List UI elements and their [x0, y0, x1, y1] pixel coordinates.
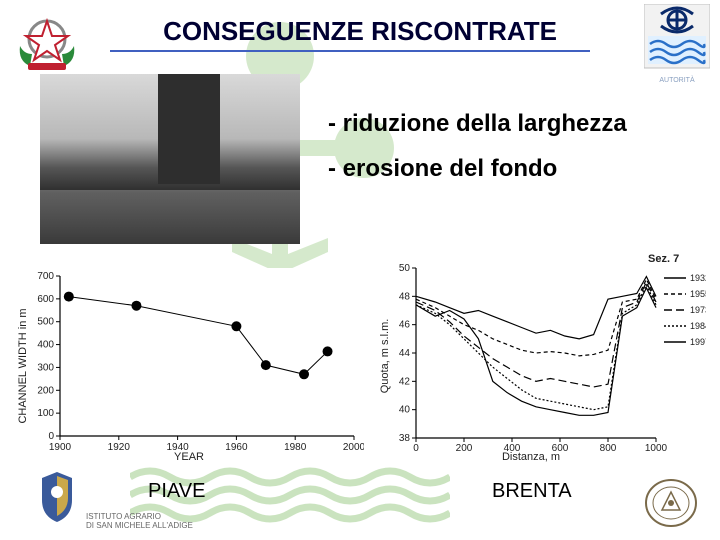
svg-text:800: 800 — [600, 443, 617, 454]
x-axis-label-right: Distanza, m — [502, 451, 560, 463]
svg-text:600: 600 — [37, 294, 54, 305]
svg-text:1000: 1000 — [645, 443, 668, 454]
bullet-item: - riduzione della larghezza — [328, 108, 627, 139]
water-agency-logo-icon: AUTORITÀ — [644, 4, 710, 90]
bullet-list: - riduzione della larghezza - erosione d… — [328, 108, 627, 198]
svg-text:48: 48 — [399, 291, 411, 302]
svg-text:200: 200 — [37, 385, 54, 396]
university-seal-icon — [644, 478, 698, 528]
svg-text:44: 44 — [399, 348, 411, 359]
svg-text:42: 42 — [399, 376, 411, 387]
bullet-item: - erosione del fondo — [328, 153, 627, 184]
y-axis-label: CHANNEL WIDTH in m — [17, 308, 29, 423]
svg-text:2000: 2000 — [343, 442, 364, 453]
section-label: Sez. 7 — [648, 253, 679, 265]
svg-text:300: 300 — [37, 362, 54, 373]
svg-text:0: 0 — [48, 431, 54, 442]
svg-text:1932: 1932 — [690, 273, 706, 283]
y-axis-label-right: Quota, m s.l.m. — [379, 319, 391, 394]
piave-channel-width-chart: 1900192019401960198020000100200300400500… — [14, 268, 364, 464]
chart-caption-right: BRENTA — [492, 480, 572, 503]
svg-text:1984: 1984 — [690, 321, 706, 331]
svg-text:1920: 1920 — [108, 442, 131, 453]
fondazione-mach-logo-icon — [32, 470, 82, 524]
title-underline — [110, 50, 590, 52]
svg-text:1900: 1900 — [49, 442, 72, 453]
svg-text:400: 400 — [37, 340, 54, 351]
svg-text:700: 700 — [37, 271, 54, 282]
svg-text:1973: 1973 — [690, 305, 706, 315]
svg-text:50: 50 — [399, 263, 411, 274]
svg-text:200: 200 — [456, 443, 473, 454]
svg-text:500: 500 — [37, 317, 54, 328]
brenta-crosssection-chart: Sez. 7 0200400600800100038404244464850 D… — [376, 248, 706, 464]
svg-text:38: 38 — [399, 433, 411, 444]
svg-text:100: 100 — [37, 408, 54, 419]
svg-text:1960: 1960 — [225, 442, 248, 453]
svg-text:AUTORITÀ: AUTORITÀ — [659, 75, 695, 84]
svg-text:0: 0 — [413, 443, 419, 454]
footer-institute-text: ISTITUTO AGRARIODI SAN MICHELE ALL'ADIGE — [86, 512, 193, 530]
bridge-pillar-photo — [40, 74, 300, 244]
italian-emblem-icon — [14, 6, 80, 72]
chart-caption-left: PIAVE — [148, 480, 205, 503]
x-axis-label: YEAR — [174, 451, 204, 463]
slide-title: CONSEGUENZE RISCONTRATE — [0, 16, 720, 47]
svg-text:40: 40 — [399, 405, 411, 416]
svg-text:1980: 1980 — [284, 442, 307, 453]
svg-text:1955: 1955 — [690, 289, 706, 299]
svg-text:1997: 1997 — [690, 337, 706, 347]
svg-text:46: 46 — [399, 320, 411, 331]
